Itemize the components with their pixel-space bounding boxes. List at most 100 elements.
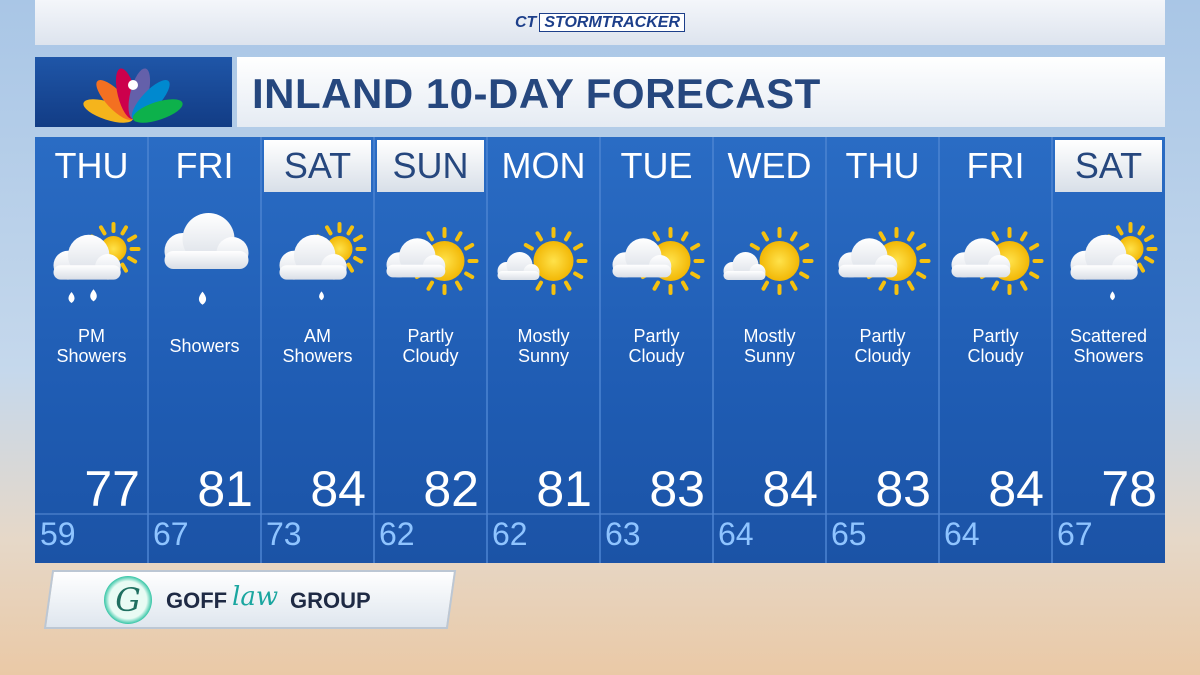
high-temp: 84 <box>762 461 818 517</box>
cloud-part <box>53 265 121 280</box>
day-highlight <box>377 140 484 192</box>
sun-ray <box>1116 225 1124 236</box>
sun-ray <box>690 243 701 251</box>
weather-icon <box>386 227 479 295</box>
sun-ray <box>426 280 434 291</box>
cloud-part <box>612 264 672 278</box>
sun-ray <box>120 262 128 273</box>
sun-ray <box>464 243 475 251</box>
sun-ray <box>535 280 543 291</box>
cloud <box>497 252 540 280</box>
sponsor-logo: G <box>104 576 152 624</box>
day-label: WED <box>727 145 812 186</box>
day-label: TUE <box>620 145 693 186</box>
low-temp: 67 <box>153 516 189 552</box>
day-highlight <box>264 140 371 192</box>
condition: Mostly Sunny <box>743 326 796 366</box>
high-temp: 82 <box>423 461 479 517</box>
condition: Mostly Sunny <box>517 326 570 366</box>
cloud <box>386 238 446 278</box>
sun-ray <box>878 231 886 242</box>
sun-ray <box>761 231 769 242</box>
low-temp: 73 <box>266 516 302 552</box>
cloud <box>1070 234 1138 280</box>
sun-ray <box>564 231 572 242</box>
rain-drop <box>90 289 97 302</box>
sponsor-name: GOFF <box>166 588 228 613</box>
low-temp: 63 <box>605 516 641 552</box>
weather-icon <box>951 227 1044 295</box>
rain-drop <box>198 291 207 305</box>
sun-ray <box>564 280 572 291</box>
high-temp: 81 <box>536 461 592 517</box>
rain-drop <box>1110 291 1115 301</box>
weather-icon <box>1070 222 1158 301</box>
sun-ray <box>1144 256 1155 264</box>
sun-ray <box>790 280 798 291</box>
peacock-logo <box>83 68 183 123</box>
logo-box <box>35 57 232 127</box>
cloud-part <box>1070 265 1138 280</box>
sun-ray <box>690 271 701 279</box>
weather-icon <box>612 227 705 295</box>
day-label: FRI <box>175 145 234 186</box>
sun-ray <box>523 243 534 251</box>
day-label: SAT <box>283 145 352 186</box>
sun-ray <box>907 280 915 291</box>
brand: CT STORMTRACKER <box>0 13 1200 32</box>
sun-ray <box>749 243 760 251</box>
weather-icon <box>53 222 141 303</box>
forecast-panel: THU PM Showers 77 59 FRI Showers 81 67 SAT AM Sho… <box>35 137 1165 563</box>
cloud-part <box>164 251 249 269</box>
sun-ray <box>1020 280 1028 291</box>
condition: PM Showers <box>56 326 127 366</box>
sun-ray <box>535 231 543 242</box>
condition: Partly Cloudy <box>967 326 1024 366</box>
sun-ray <box>652 280 660 291</box>
sun-ray <box>907 231 915 242</box>
rain-drop <box>319 291 324 301</box>
low-temp: 59 <box>40 516 76 552</box>
day-highlight <box>1055 140 1162 192</box>
sun <box>533 241 574 281</box>
cloud-part <box>838 264 898 278</box>
title: INLAND 10-DAY FORECAST <box>252 70 821 117</box>
high-temp: 84 <box>310 461 366 517</box>
low-temp: 65 <box>831 516 867 552</box>
cloud-part <box>386 264 446 278</box>
sun-ray <box>455 231 463 242</box>
high-temp: 84 <box>988 461 1044 517</box>
day-label: SAT <box>1074 145 1143 186</box>
icons-layer <box>35 137 1165 563</box>
cloud-part <box>279 265 347 280</box>
condition: Partly Cloudy <box>628 326 685 366</box>
sun-ray <box>878 280 886 291</box>
high-temp: 78 <box>1101 461 1157 517</box>
low-temp: 64 <box>718 516 754 552</box>
sun-ray <box>1029 243 1040 251</box>
cloud <box>53 234 121 280</box>
cloud <box>723 252 766 280</box>
sun-ray <box>353 256 364 264</box>
low-temp: 64 <box>944 516 980 552</box>
low-temp: 67 <box>1057 516 1093 552</box>
rain-drop <box>68 292 75 303</box>
sun-ray <box>681 280 689 291</box>
cloud-part <box>497 271 540 280</box>
sun-ray <box>353 234 364 242</box>
sun-ray <box>1137 225 1145 236</box>
sun-ray <box>455 280 463 291</box>
weather-icon <box>164 213 249 305</box>
sun-ray <box>325 225 333 236</box>
sun-ray <box>127 234 138 242</box>
sun-ray <box>1029 271 1040 279</box>
high-temp: 83 <box>649 461 705 517</box>
weather-icon <box>838 227 931 295</box>
cloud-part <box>723 271 766 280</box>
station: CT <box>514 14 537 31</box>
high-temp: 83 <box>875 461 931 517</box>
sun-ray <box>991 231 999 242</box>
title-box <box>237 57 1165 127</box>
cloud <box>838 238 898 278</box>
